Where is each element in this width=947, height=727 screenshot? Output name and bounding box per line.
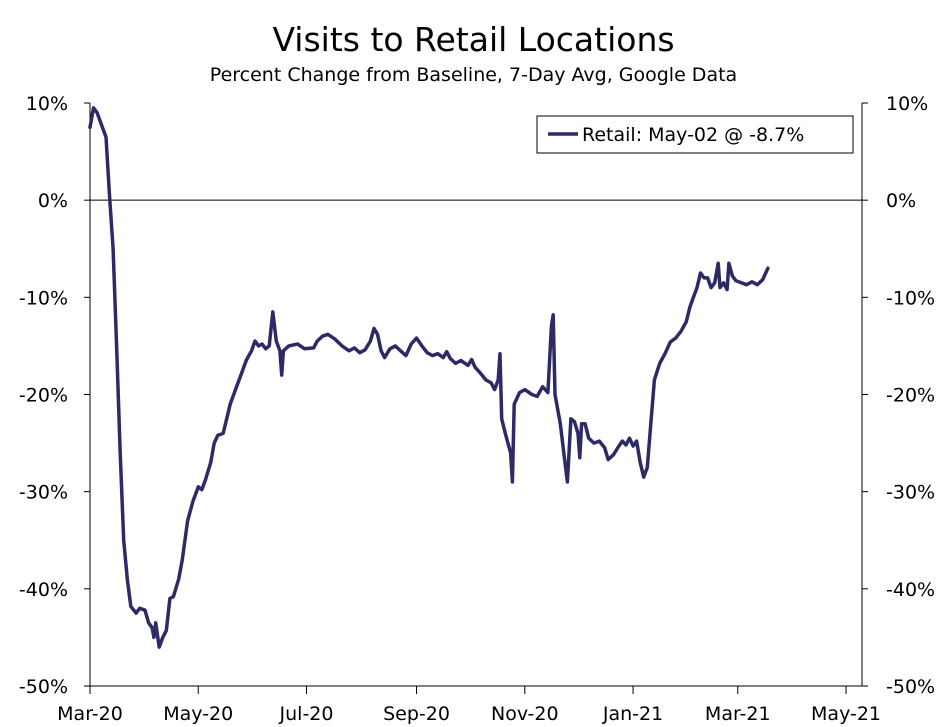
x-tick-label: May-21 <box>811 703 881 725</box>
y-tick-label-right: -30% <box>886 482 935 504</box>
y-tick-label-right: -50% <box>886 676 935 698</box>
chart-title: Visits to Retail Locations <box>272 20 675 59</box>
series-layer <box>88 106 770 649</box>
legend-label: Retail: May-02 @ -8.7% <box>582 124 804 146</box>
chart-subtitle: Percent Change from Baseline, 7-Day Avg,… <box>209 64 738 86</box>
x-tick-label: May-20 <box>163 703 233 725</box>
y-tick-label-left: 10% <box>26 93 68 115</box>
legend-box <box>536 115 854 154</box>
x-tick-label: Jan-21 <box>602 703 663 725</box>
x-tick-label: Nov-20 <box>491 703 559 725</box>
y-tick-label-right: 10% <box>886 93 928 115</box>
y-tick-label-right: -10% <box>886 287 935 309</box>
axes-layer: 10% 10% 0% 0% -10% -10% -20% -20% -30% -30% -40% -4… <box>19 93 935 725</box>
x-tick-label: Mar-21 <box>705 703 771 725</box>
y-tick-label-left: -40% <box>19 579 68 601</box>
y-tick-label-left: -20% <box>19 385 68 407</box>
y-tick-label-left: -50% <box>19 676 68 698</box>
x-tick-label: Mar-20 <box>57 703 123 725</box>
y-tick-label-right: -40% <box>886 579 935 601</box>
y-tick-label-left: -10% <box>19 287 68 309</box>
legend: Retail: May-02 @ -8.7% <box>536 115 854 154</box>
y-tick-label-left: 0% <box>38 190 68 212</box>
x-tick-label: Sep-20 <box>383 703 450 725</box>
y-tick-label-right: 0% <box>886 190 916 212</box>
y-tick-label-left: -30% <box>19 482 68 504</box>
y-tick-label-right: -20% <box>886 385 935 407</box>
x-tick-label: Jul-20 <box>279 703 334 725</box>
series-line-retail <box>88 106 770 649</box>
